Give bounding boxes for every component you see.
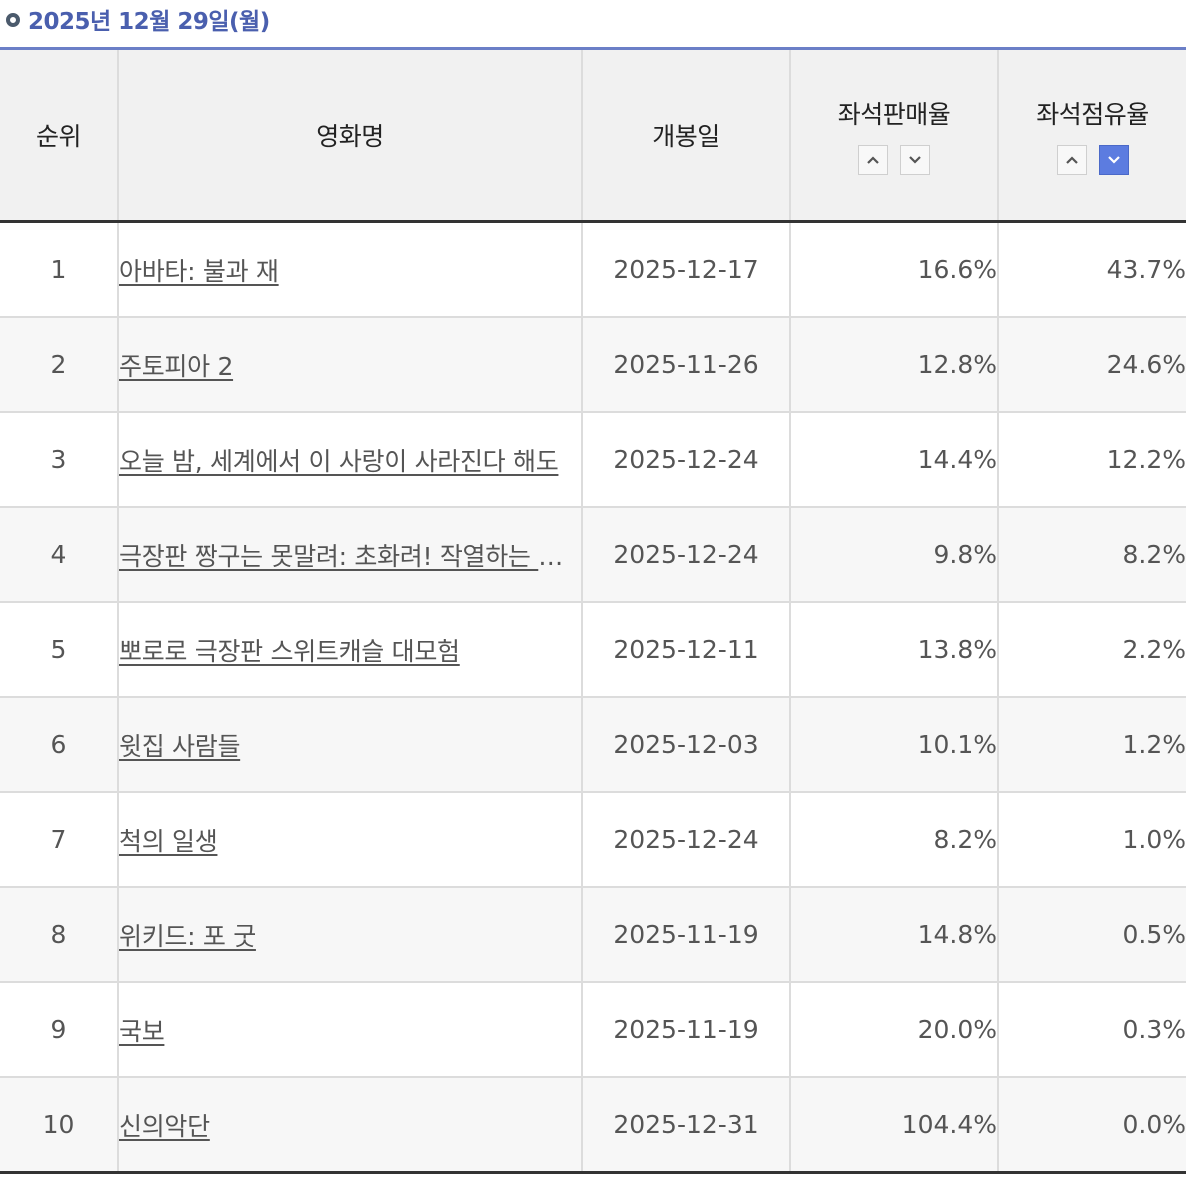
rank-cell: 7 bbox=[0, 792, 118, 888]
table-row: 6 윗집 사람들 2025-12-03 10.1% 1.2% bbox=[0, 697, 1186, 793]
rank-cell: 9 bbox=[0, 982, 118, 1078]
table-row: 10 신의악단 2025-12-31 104.4% 0.0% bbox=[0, 1077, 1186, 1174]
sales-rate-cell: 20.0% bbox=[789, 982, 998, 1078]
rank-cell: 1 bbox=[0, 221, 118, 318]
column-label-release: 개봉일 bbox=[652, 122, 720, 151]
release-date-cell: 2025-12-31 bbox=[581, 1077, 790, 1174]
release-date-cell: 2025-12-24 bbox=[581, 792, 790, 888]
column-label-sales-rate: 좌석판매율 bbox=[837, 100, 951, 129]
sort-ascending-button[interactable] bbox=[858, 145, 888, 175]
column-header-rank: 순위 bbox=[0, 50, 118, 223]
release-date-cell: 2025-12-24 bbox=[581, 412, 790, 508]
release-date-cell: 2025-11-26 bbox=[581, 317, 790, 413]
chevron-down-icon bbox=[909, 156, 921, 164]
title-cell: 뽀로로 극장판 스위트캐슬 대모험 bbox=[117, 602, 582, 698]
rank-cell: 6 bbox=[0, 697, 118, 793]
chevron-down-icon bbox=[1107, 156, 1120, 164]
column-header-title: 영화명 bbox=[117, 50, 582, 223]
table-row: 7 척의 일생 2025-12-24 8.2% 1.0% bbox=[0, 792, 1186, 888]
movie-title-link[interactable]: 국보 bbox=[119, 1016, 165, 1046]
rank-cell: 5 bbox=[0, 602, 118, 698]
sort-descending-button-active[interactable] bbox=[1098, 145, 1129, 175]
table-row: 4 극장판 짱구는 못말려: 초화려! 작열하는 떡잎마을 댄서즈 2025-1… bbox=[0, 507, 1186, 603]
rank-cell: 10 bbox=[0, 1077, 118, 1174]
release-date-cell: 2025-12-24 bbox=[581, 507, 790, 603]
share-rate-sort-controls bbox=[999, 145, 1186, 175]
release-date-cell: 2025-12-03 bbox=[581, 697, 790, 793]
sales-rate-cell: 13.8% bbox=[789, 602, 998, 698]
release-date-cell: 2025-11-19 bbox=[581, 887, 790, 983]
movie-title-link[interactable]: 극장판 짱구는 못말려: 초화려! 작열하는 떡잎마을 댄서즈 bbox=[119, 541, 581, 571]
column-label-title: 영화명 bbox=[316, 122, 384, 151]
movie-title-link[interactable]: 윗집 사람들 bbox=[119, 731, 241, 761]
movie-title-link[interactable]: 뽀로로 극장판 스위트캐슬 대모험 bbox=[119, 636, 460, 666]
box-office-table: 순위 영화명 개봉일 좌석판매율 좌석점유율 bbox=[0, 50, 1186, 1174]
rank-cell: 3 bbox=[0, 412, 118, 508]
title-cell: 국보 bbox=[117, 982, 582, 1078]
share-rate-cell: 0.0% bbox=[997, 1077, 1186, 1174]
title-cell: 오늘 밤, 세계에서 이 사랑이 사라진다 해도 bbox=[117, 412, 582, 508]
share-rate-cell: 12.2% bbox=[997, 412, 1186, 508]
share-rate-cell: 0.3% bbox=[997, 982, 1186, 1078]
movie-title-link[interactable]: 척의 일생 bbox=[119, 826, 218, 856]
column-header-share-rate: 좌석점유율 bbox=[997, 50, 1186, 223]
date-header: 2025년 12월 29일(월) bbox=[0, 0, 1186, 44]
chevron-up-icon bbox=[1065, 156, 1078, 164]
release-date-cell: 2025-12-17 bbox=[581, 221, 790, 318]
share-rate-cell: 0.5% bbox=[997, 887, 1186, 983]
date-label: 2025년 12월 29일(월) bbox=[28, 9, 270, 35]
rank-cell: 4 bbox=[0, 507, 118, 603]
title-cell: 신의악단 bbox=[117, 1077, 582, 1174]
title-cell: 위키드: 포 굿 bbox=[117, 887, 582, 983]
movie-title-link[interactable]: 주토피아 2 bbox=[119, 351, 234, 381]
sales-rate-sort-controls bbox=[791, 145, 997, 175]
sales-rate-cell: 16.6% bbox=[789, 221, 998, 318]
movie-title-link[interactable]: 오늘 밤, 세계에서 이 사랑이 사라진다 해도 bbox=[119, 446, 559, 476]
rank-cell: 2 bbox=[0, 317, 118, 413]
table-header-row: 순위 영화명 개봉일 좌석판매율 좌석점유율 bbox=[0, 50, 1186, 223]
sales-rate-cell: 8.2% bbox=[789, 792, 998, 888]
movie-title-link[interactable]: 위키드: 포 굿 bbox=[119, 921, 256, 951]
chevron-up-icon bbox=[867, 156, 879, 164]
table-row: 5 뽀로로 극장판 스위트캐슬 대모험 2025-12-11 13.8% 2.2… bbox=[0, 602, 1186, 698]
column-header-sales-rate: 좌석판매율 bbox=[789, 50, 998, 223]
movie-title-link[interactable]: 아바타: 불과 재 bbox=[119, 256, 279, 286]
sales-rate-cell: 104.4% bbox=[789, 1077, 998, 1174]
share-rate-cell: 1.0% bbox=[997, 792, 1186, 888]
table-row: 8 위키드: 포 굿 2025-11-19 14.8% 0.5% bbox=[0, 887, 1186, 983]
circle-bullet-icon bbox=[6, 13, 20, 27]
header-divider bbox=[0, 47, 1186, 50]
title-cell: 아바타: 불과 재 bbox=[117, 221, 582, 318]
share-rate-cell: 43.7% bbox=[997, 221, 1186, 318]
title-cell: 윗집 사람들 bbox=[117, 697, 582, 793]
sales-rate-cell: 14.8% bbox=[789, 887, 998, 983]
sales-rate-cell: 12.8% bbox=[789, 317, 998, 413]
title-cell: 극장판 짱구는 못말려: 초화려! 작열하는 떡잎마을 댄서즈 bbox=[117, 507, 582, 603]
release-date-cell: 2025-12-11 bbox=[581, 602, 790, 698]
table-row: 9 국보 2025-11-19 20.0% 0.3% bbox=[0, 982, 1186, 1078]
table-row: 3 오늘 밤, 세계에서 이 사랑이 사라진다 해도 2025-12-24 14… bbox=[0, 412, 1186, 508]
share-rate-cell: 8.2% bbox=[997, 507, 1186, 603]
sales-rate-cell: 9.8% bbox=[789, 507, 998, 603]
column-header-release: 개봉일 bbox=[581, 50, 790, 223]
table-row: 1 아바타: 불과 재 2025-12-17 16.6% 43.7% bbox=[0, 221, 1186, 318]
movie-title-link[interactable]: 신의악단 bbox=[119, 1111, 210, 1141]
sort-ascending-button[interactable] bbox=[1056, 145, 1087, 175]
column-label-rank: 순위 bbox=[35, 122, 82, 151]
sales-rate-cell: 14.4% bbox=[789, 412, 998, 508]
title-cell: 주토피아 2 bbox=[117, 317, 582, 413]
rank-cell: 8 bbox=[0, 887, 118, 983]
title-cell: 척의 일생 bbox=[117, 792, 582, 888]
table-row: 2 주토피아 2 2025-11-26 12.8% 24.6% bbox=[0, 317, 1186, 413]
share-rate-cell: 2.2% bbox=[997, 602, 1186, 698]
share-rate-cell: 1.2% bbox=[997, 697, 1186, 793]
release-date-cell: 2025-11-19 bbox=[581, 982, 790, 1078]
sales-rate-cell: 10.1% bbox=[789, 697, 998, 793]
column-label-share-rate: 좌석점유율 bbox=[1036, 100, 1149, 129]
share-rate-cell: 24.6% bbox=[997, 317, 1186, 413]
sort-descending-button[interactable] bbox=[900, 145, 930, 175]
